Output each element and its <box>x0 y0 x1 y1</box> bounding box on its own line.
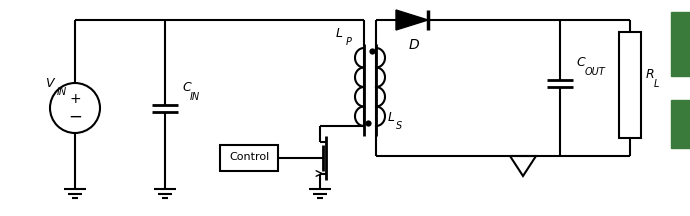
Text: V: V <box>45 77 54 90</box>
Text: R: R <box>646 68 655 81</box>
Text: C: C <box>576 56 584 69</box>
Text: IN: IN <box>57 87 67 97</box>
Text: D: D <box>408 38 420 52</box>
Bar <box>220 145 278 170</box>
Text: Control: Control <box>229 152 269 162</box>
Polygon shape <box>396 10 428 30</box>
Text: L: L <box>654 79 660 89</box>
Text: S: S <box>396 121 402 131</box>
Text: −: − <box>68 108 82 126</box>
Text: C: C <box>182 81 190 94</box>
Text: L: L <box>388 111 395 124</box>
Text: L: L <box>336 27 343 40</box>
Bar <box>671 100 690 148</box>
Text: OUT: OUT <box>585 67 606 77</box>
Text: +: + <box>69 92 81 106</box>
Text: P: P <box>346 37 352 47</box>
Text: IN: IN <box>190 92 200 102</box>
Bar <box>619 32 641 138</box>
Bar <box>671 12 690 76</box>
